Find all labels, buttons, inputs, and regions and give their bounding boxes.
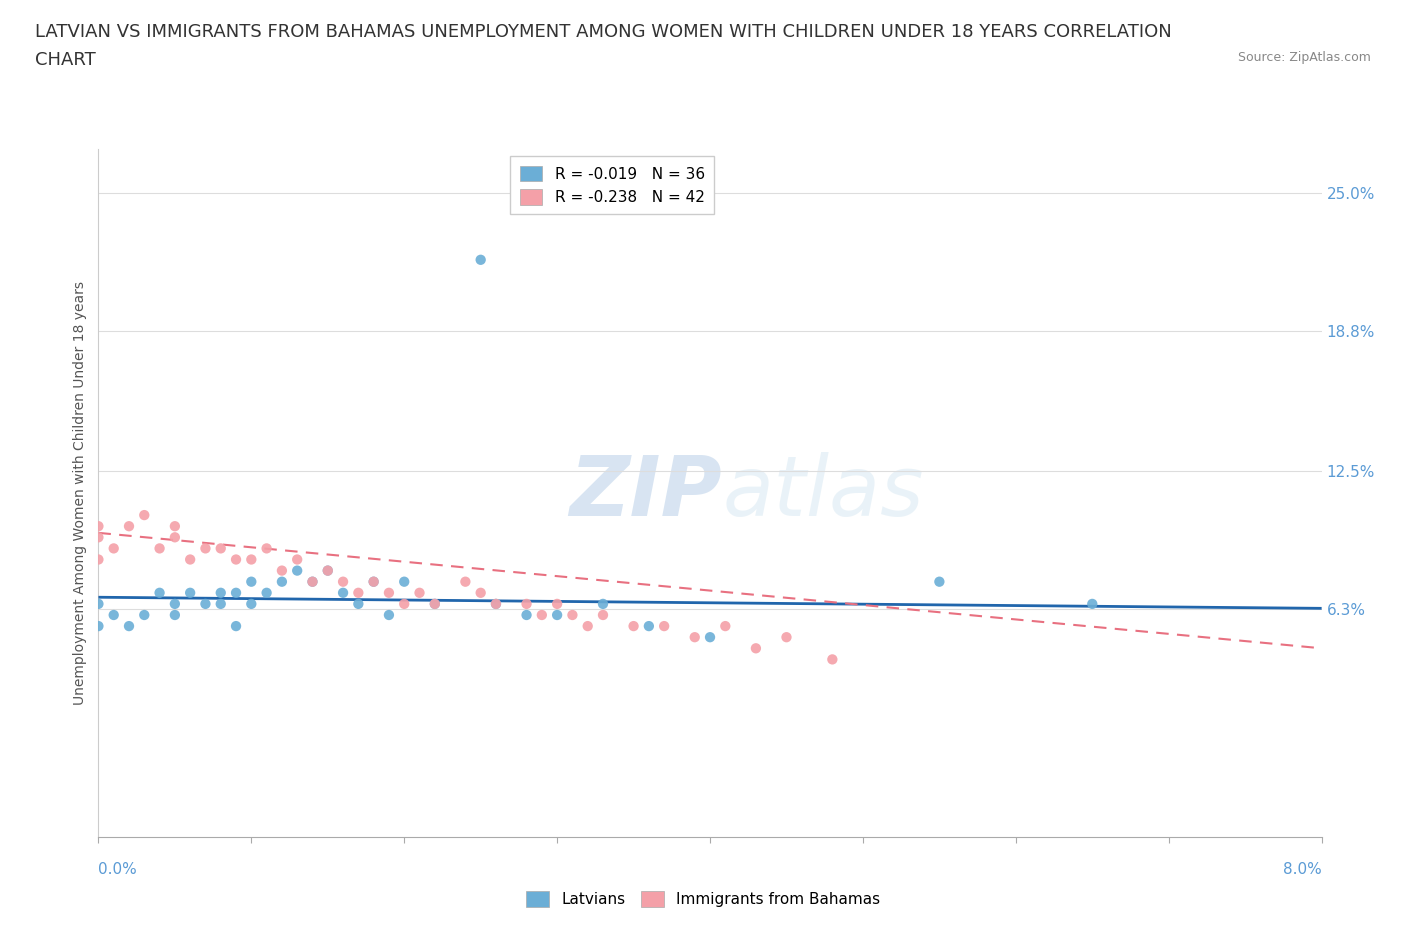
Point [256, 585, 278, 600]
Point [408, 585, 430, 600]
Point [134, 607, 156, 622]
Point [256, 541, 278, 556]
Legend: Latvians, Immigrants from Bahamas: Latvians, Immigrants from Bahamas [520, 884, 886, 913]
Point [530, 607, 553, 622]
Point [546, 607, 568, 622]
Point [928, 574, 950, 589]
Point [714, 618, 737, 633]
Text: CHART: CHART [35, 51, 96, 69]
Point [87, 552, 110, 567]
Text: 8.0%: 8.0% [1282, 862, 1322, 877]
Point [592, 607, 614, 622]
Point [516, 607, 538, 622]
Point [637, 618, 661, 633]
Point [423, 596, 446, 611]
Point [87, 530, 110, 545]
Point [87, 596, 110, 611]
Point [516, 596, 538, 611]
Point [179, 552, 201, 567]
Point [652, 618, 675, 633]
Text: 0.0%: 0.0% [98, 862, 138, 877]
Text: ZIP: ZIP [569, 452, 723, 534]
Point [347, 596, 370, 611]
Point [378, 585, 401, 600]
Point [163, 530, 186, 545]
Point [775, 630, 797, 644]
Point [592, 596, 614, 611]
Point [179, 585, 201, 600]
Point [163, 607, 186, 622]
Point [576, 618, 599, 633]
Y-axis label: Unemployment Among Women with Children Under 18 years: Unemployment Among Women with Children U… [73, 281, 87, 705]
Point [332, 585, 354, 600]
Legend: R = -0.019   N = 36, R = -0.238   N = 42: R = -0.019 N = 36, R = -0.238 N = 42 [510, 156, 714, 215]
Point [683, 630, 706, 644]
Point [134, 508, 156, 523]
Point [209, 596, 232, 611]
Point [87, 519, 110, 534]
Point [623, 618, 645, 633]
Point [103, 607, 125, 622]
Point [163, 519, 186, 534]
Point [270, 574, 294, 589]
Point [821, 652, 844, 667]
Point [194, 596, 217, 611]
Point [225, 618, 247, 633]
Point [194, 541, 217, 556]
Point [470, 252, 492, 267]
Point [454, 574, 477, 589]
Point [270, 564, 294, 578]
Text: LATVIAN VS IMMIGRANTS FROM BAHAMAS UNEMPLOYMENT AMONG WOMEN WITH CHILDREN UNDER : LATVIAN VS IMMIGRANTS FROM BAHAMAS UNEMP… [35, 23, 1171, 41]
Point [209, 541, 232, 556]
Text: Source: ZipAtlas.com: Source: ZipAtlas.com [1237, 51, 1371, 64]
Point [363, 574, 385, 589]
Point [103, 541, 125, 556]
Point [163, 596, 186, 611]
Point [301, 574, 323, 589]
Point [225, 552, 247, 567]
Point [225, 585, 247, 600]
Point [240, 574, 263, 589]
Point [118, 618, 141, 633]
Point [745, 641, 768, 656]
Point [285, 564, 308, 578]
Point [423, 596, 446, 611]
Point [149, 541, 172, 556]
Point [149, 585, 172, 600]
Point [316, 564, 339, 578]
Point [470, 585, 492, 600]
Point [546, 596, 568, 611]
Point [392, 596, 416, 611]
Point [332, 574, 354, 589]
Point [118, 519, 141, 534]
Point [392, 574, 416, 589]
Point [363, 574, 385, 589]
Text: atlas: atlas [723, 452, 924, 534]
Point [561, 607, 583, 622]
Point [378, 607, 401, 622]
Point [1081, 596, 1104, 611]
Point [699, 630, 721, 644]
Point [209, 585, 232, 600]
Point [240, 552, 263, 567]
Point [485, 596, 508, 611]
Point [347, 585, 370, 600]
Point [240, 596, 263, 611]
Point [485, 596, 508, 611]
Point [285, 552, 308, 567]
Point [316, 564, 339, 578]
Point [301, 574, 323, 589]
Point [87, 618, 110, 633]
